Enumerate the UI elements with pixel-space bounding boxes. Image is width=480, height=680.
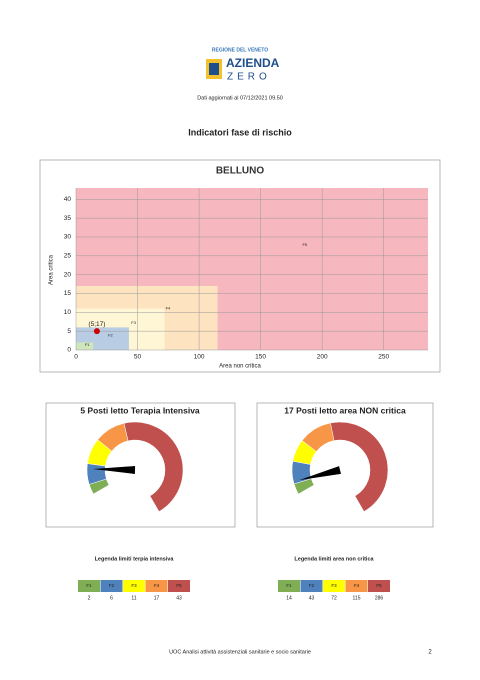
legend-name: F2	[309, 583, 315, 588]
org-line2: ZERO	[227, 72, 271, 83]
legend-value: 43	[309, 595, 315, 601]
legend-swatch	[100, 580, 123, 592]
gauge-frame	[45, 402, 236, 528]
x-tick-label: 250	[378, 354, 389, 361]
x-tick-label: 0	[74, 354, 78, 361]
point-label: (5;17)	[88, 321, 105, 328]
region: REGIONE DEL VENETO	[212, 47, 268, 53]
x-axis-label: Area non critica	[219, 364, 261, 370]
legend-name: F2	[109, 583, 115, 588]
zone	[76, 342, 94, 350]
legend-title: Legenda limiti terpia intensiva	[95, 556, 175, 562]
x-tick-label: 150	[255, 354, 266, 361]
updated: Dati aggiornati al 07/12/2021 09.50	[197, 95, 283, 101]
gauge-band	[123, 421, 184, 512]
legend-name: F5	[376, 583, 382, 588]
legend-value: 6	[110, 595, 113, 601]
page-title: Indicatori fase di rischio	[188, 127, 292, 137]
y-tick-label: 25	[64, 253, 72, 260]
legend-name: F3	[131, 583, 137, 588]
zone-label: F4	[166, 305, 171, 310]
y-tick-label: 30	[64, 234, 72, 241]
legend-swatch	[168, 580, 190, 592]
gauge-title: 17 Posti letto area NON critica	[284, 405, 406, 415]
legend-swatch	[123, 580, 145, 592]
legend-swatch	[78, 580, 100, 592]
y-tick-label: 10	[64, 309, 72, 316]
legend-name: F4	[154, 583, 160, 588]
legend-name: F1	[86, 583, 92, 588]
legend-swatch	[145, 580, 168, 592]
y-tick-label: 20	[64, 271, 72, 278]
y-axis-label: Area critica	[49, 254, 55, 285]
footer: UOC Analisi attività assistenziali sanit…	[169, 649, 311, 655]
y-tick-label: 35	[64, 215, 72, 222]
y-tick-label: 15	[64, 290, 72, 297]
legend-value: 43	[176, 595, 182, 601]
gauge-title: 5 Posti letto Terapia Intensiva	[80, 405, 200, 415]
x-tick-label: 50	[134, 354, 142, 361]
legend-value: 115	[353, 595, 361, 601]
legend-value: 14	[286, 595, 292, 601]
zones-title: BELLUNO	[216, 166, 265, 177]
legend-name: F3	[331, 583, 337, 588]
legend-value: 72	[331, 595, 337, 601]
legend-value: 11	[131, 595, 136, 601]
legend-name: F4	[354, 583, 360, 588]
legend-swatch	[323, 580, 345, 592]
legend-title: Legenda limiti area non critica	[294, 556, 374, 562]
gauges: F1 2 F2 6 F3 11 F4 17 F5 43 F1 14 F2 43 F3 72 F4 115 F5 286	[78, 421, 390, 601]
gauge-needle	[299, 466, 341, 481]
legend-swatch	[278, 580, 300, 592]
legend-swatch	[368, 580, 390, 592]
y-tick-label: 5	[67, 328, 71, 335]
gauge-needle	[93, 466, 136, 474]
x-tick-label: 200	[317, 354, 328, 361]
gauge-frame	[256, 402, 434, 528]
zone-label: F5	[302, 242, 307, 247]
point	[93, 328, 100, 335]
zone-label: F3	[131, 320, 136, 325]
legend-value: 2	[88, 595, 91, 601]
org-line1: AZIENDA	[226, 56, 280, 70]
zones-chart: 0 5 10 15 20 25 30 35 40 0 50 100 150 200 250 F1 F2 F3 F4 F…	[64, 188, 428, 361]
legend-name: F1	[286, 583, 292, 588]
x-tick-label: 100	[194, 354, 205, 361]
gauge-band	[330, 421, 389, 512]
legend-value: 286	[375, 595, 384, 601]
zone-label: F1	[85, 342, 90, 347]
zone-label: F2	[108, 332, 113, 337]
legend-value: 17	[154, 595, 160, 601]
legend-swatch	[300, 580, 323, 592]
y-tick-label: 0	[67, 347, 71, 354]
legend-swatch	[345, 580, 368, 592]
y-tick-label: 40	[64, 196, 72, 203]
legend-name: F5	[176, 583, 182, 588]
page-number: 2	[428, 650, 432, 656]
logo-icon-inner	[209, 63, 219, 75]
